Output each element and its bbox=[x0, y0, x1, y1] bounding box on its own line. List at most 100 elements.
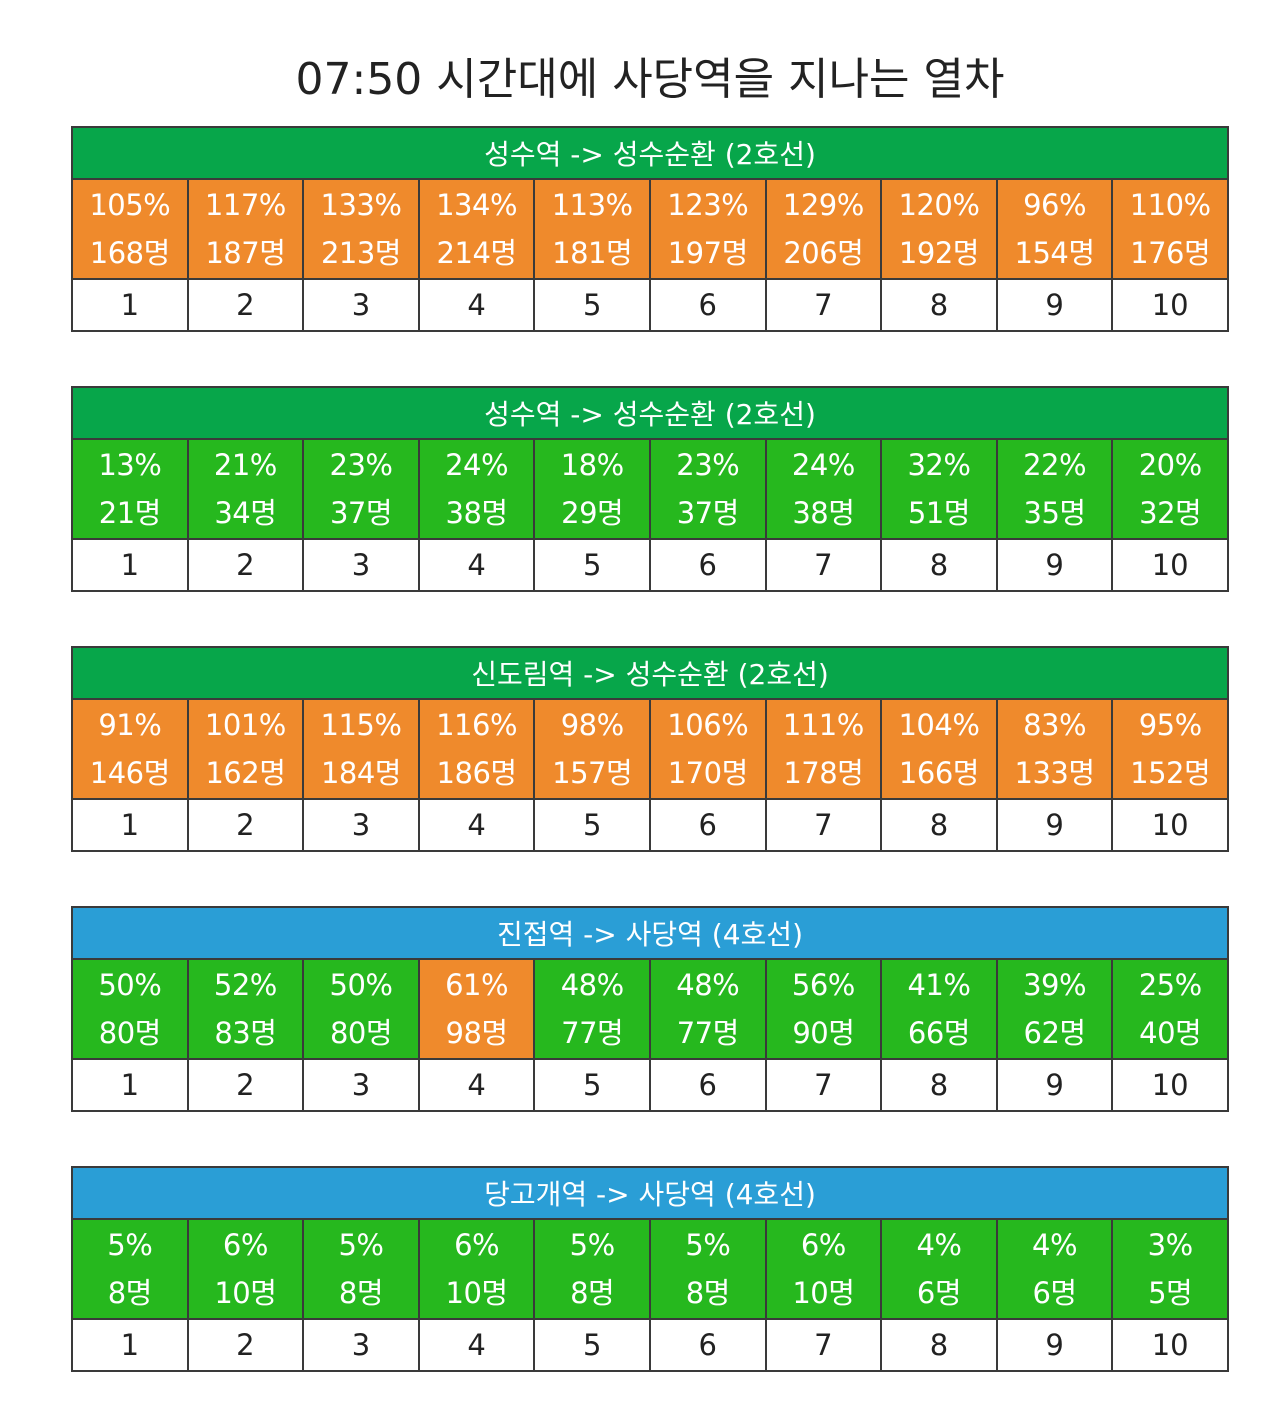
car-load-cell: 5% 8명 bbox=[533, 1218, 651, 1320]
car-load-cell: 113% 181명 bbox=[533, 178, 651, 280]
car-number: 7 bbox=[764, 798, 883, 852]
car-number: 9 bbox=[995, 798, 1114, 852]
load-percent: 21% bbox=[213, 448, 277, 482]
passenger-count: 146명 bbox=[89, 756, 171, 790]
passenger-count: 37명 bbox=[676, 496, 740, 530]
passenger-count: 34명 bbox=[214, 496, 277, 530]
passenger-count: 157명 bbox=[552, 756, 633, 790]
load-percent: 20% bbox=[1138, 448, 1202, 482]
car-load-cell: 39% 62명 bbox=[995, 958, 1114, 1060]
car-number: 3 bbox=[302, 1058, 420, 1112]
passenger-count: 187명 bbox=[205, 236, 286, 270]
load-percent: 50% bbox=[98, 968, 162, 1002]
car-number: 8 bbox=[880, 278, 998, 332]
load-percent: 123% bbox=[667, 188, 749, 222]
car-number: 1 bbox=[71, 798, 189, 852]
load-percent: 111% bbox=[782, 708, 864, 742]
car-number: 3 bbox=[302, 278, 420, 332]
passenger-count: 162명 bbox=[205, 756, 286, 790]
car-number: 6 bbox=[648, 538, 767, 592]
car-load-cell: 48% 77명 bbox=[533, 958, 651, 1060]
route-header: 성수역 -> 성수순환 (2호선) bbox=[71, 386, 1229, 440]
car-load-cell: 13% 21명 bbox=[71, 438, 189, 540]
passenger-count: 62명 bbox=[1023, 1016, 1087, 1050]
passenger-count: 166명 bbox=[898, 756, 980, 790]
car-load-cell: 23% 37명 bbox=[648, 438, 767, 540]
car-load-cell: 6% 10명 bbox=[186, 1218, 305, 1320]
car-number: 5 bbox=[533, 538, 651, 592]
car-number: 9 bbox=[995, 1058, 1114, 1112]
load-percent: 50% bbox=[329, 968, 393, 1002]
car-load-cell: 115% 184명 bbox=[302, 698, 420, 800]
car-number: 1 bbox=[71, 1318, 189, 1372]
car-load-cell: 48% 77명 bbox=[648, 958, 767, 1060]
car-load-cell: 3% 5명 bbox=[1111, 1218, 1229, 1320]
passenger-count: 8명 bbox=[685, 1276, 731, 1310]
passenger-count: 6명 bbox=[916, 1276, 962, 1310]
car-load-cell: 52% 83명 bbox=[186, 958, 305, 1060]
load-percent: 105% bbox=[89, 188, 171, 222]
load-percent: 120% bbox=[898, 188, 980, 222]
car-load-cell: 21% 34명 bbox=[186, 438, 305, 540]
car-number: 1 bbox=[71, 1058, 189, 1112]
load-percent: 113% bbox=[551, 188, 633, 222]
load-percent: 5% bbox=[569, 1228, 616, 1262]
car-number: 7 bbox=[764, 1318, 883, 1372]
load-percent: 61% bbox=[445, 968, 509, 1002]
car-load-cell: 98% 157명 bbox=[533, 698, 651, 800]
car-load-cell: 61% 98명 bbox=[417, 958, 536, 1060]
passenger-count: 80명 bbox=[329, 1016, 393, 1050]
load-percent: 39% bbox=[1023, 968, 1087, 1002]
load-percent: 4% bbox=[1032, 1228, 1078, 1262]
load-percent: 5% bbox=[338, 1228, 384, 1262]
car-load-cell: 4% 6명 bbox=[995, 1218, 1114, 1320]
train-table: 신도림역 -> 성수순환 (2호선) 91% 146명 101% 162명 115% 184… bbox=[71, 646, 1229, 852]
car-number: 6 bbox=[648, 798, 767, 852]
route-header: 당고개역 -> 사당역 (4호선) bbox=[71, 1166, 1229, 1220]
passenger-count: 38명 bbox=[792, 496, 855, 530]
load-percent: 104% bbox=[898, 708, 980, 742]
passenger-count: 77명 bbox=[676, 1016, 740, 1050]
car-number: 4 bbox=[417, 1058, 536, 1112]
car-number: 10 bbox=[1111, 538, 1229, 592]
load-percent: 129% bbox=[782, 188, 864, 222]
car-load-cell: 24% 38명 bbox=[417, 438, 536, 540]
passenger-count: 170명 bbox=[667, 756, 749, 790]
load-percent: 41% bbox=[907, 968, 971, 1002]
car-number: 8 bbox=[880, 1058, 998, 1112]
load-percent: 98% bbox=[560, 708, 624, 742]
car-number: 4 bbox=[417, 798, 536, 852]
passenger-count: 6명 bbox=[1032, 1276, 1077, 1310]
car-number: 3 bbox=[302, 1318, 420, 1372]
car-number: 9 bbox=[995, 1318, 1114, 1372]
load-percent: 22% bbox=[1023, 448, 1087, 482]
passenger-count: 98명 bbox=[445, 1016, 509, 1050]
passenger-count: 176명 bbox=[1130, 236, 1211, 270]
train-table: 당고개역 -> 사당역 (4호선) 5% 8명 6% 10명 5% 8명 6% 10명 5% 8명 5… bbox=[71, 1166, 1229, 1372]
car-load-cell: 22% 35명 bbox=[995, 438, 1114, 540]
load-percent: 5% bbox=[107, 1228, 153, 1262]
car-load-cell: 110% 176명 bbox=[1111, 178, 1229, 280]
passenger-count: 168명 bbox=[89, 236, 171, 270]
car-number: 9 bbox=[995, 278, 1114, 332]
car-number: 2 bbox=[186, 1318, 305, 1372]
passenger-count: 77명 bbox=[561, 1016, 624, 1050]
passenger-count: 83명 bbox=[214, 1016, 277, 1050]
train-table: 성수역 -> 성수순환 (2호선) 105% 168명 117% 187명 133% 213… bbox=[71, 126, 1229, 332]
load-percent: 23% bbox=[676, 448, 740, 482]
car-load-cell: 18% 29명 bbox=[533, 438, 651, 540]
passenger-count: 10명 bbox=[214, 1276, 277, 1310]
passenger-count: 192명 bbox=[898, 236, 980, 270]
load-percent: 13% bbox=[98, 448, 162, 482]
car-number: 7 bbox=[764, 538, 883, 592]
load-percent: 6% bbox=[800, 1228, 847, 1262]
car-load-cell: 5% 8명 bbox=[71, 1218, 189, 1320]
load-percent: 25% bbox=[1138, 968, 1202, 1002]
car-load-cell: 4% 6명 bbox=[880, 1218, 998, 1320]
passenger-count: 80명 bbox=[98, 1016, 162, 1050]
car-number: 5 bbox=[533, 798, 651, 852]
passenger-count: 38명 bbox=[445, 496, 509, 530]
car-number: 10 bbox=[1111, 278, 1229, 332]
passenger-count: 90명 bbox=[792, 1016, 855, 1050]
passenger-count: 66명 bbox=[907, 1016, 971, 1050]
